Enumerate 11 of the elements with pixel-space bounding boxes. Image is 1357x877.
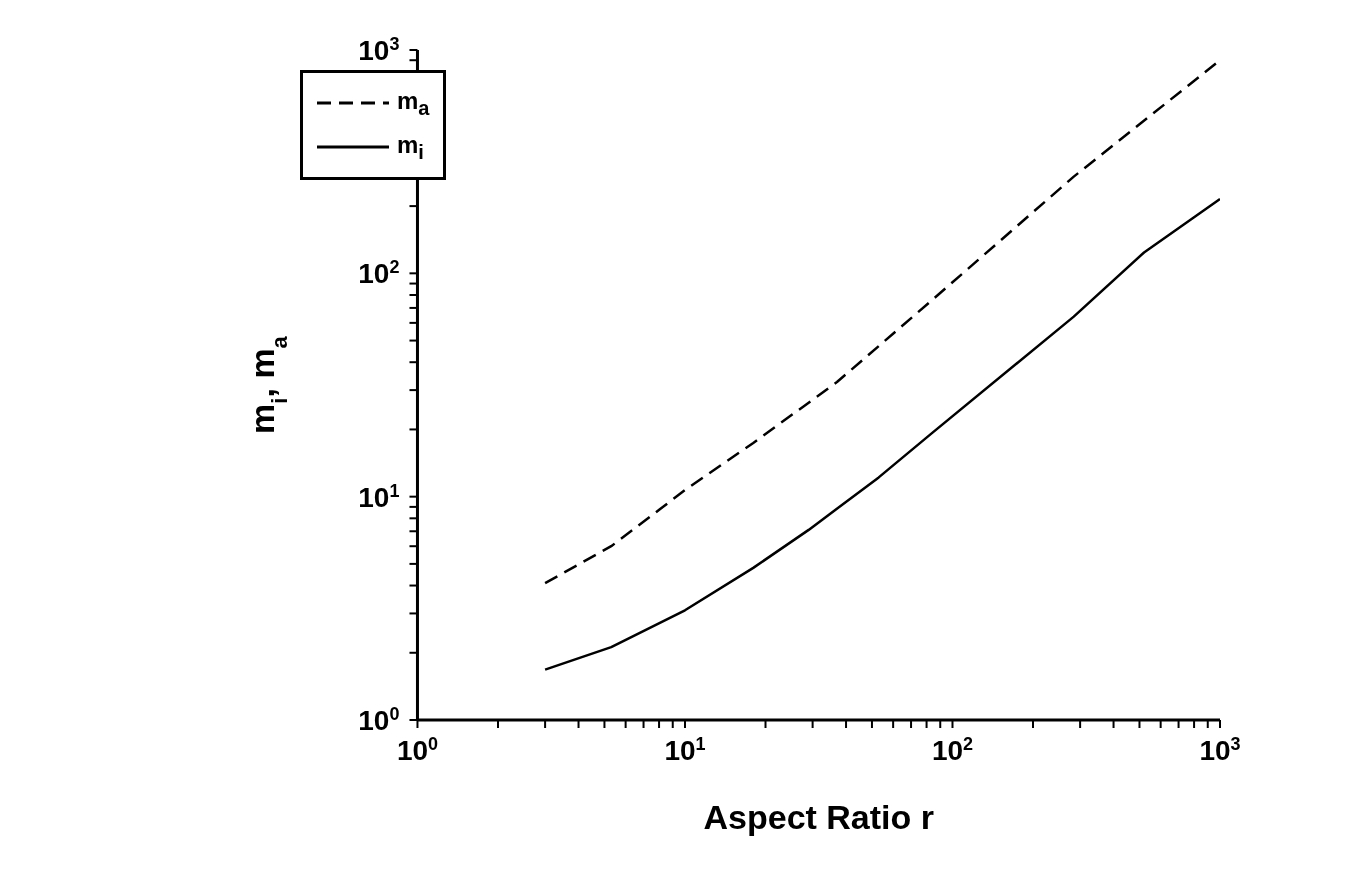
x-tick-label: 10$^{1}$ xyxy=(664,734,706,766)
y-tick-label: 10$^{2}$ xyxy=(358,257,400,290)
x-tick-label: 10$^{3}$ xyxy=(1199,734,1241,766)
x-tick-label: 10$^{2}$ xyxy=(931,734,974,766)
legend-label: m$_{a}$ xyxy=(397,86,430,120)
legend-label: m$_{i}$ xyxy=(397,130,424,164)
y-tick-label: 10$^{3}$ xyxy=(358,34,400,66)
x-axis-title: Aspect Ratio r xyxy=(703,798,934,836)
y-tick-label: 10$^{1}$ xyxy=(358,480,400,513)
y-tick-label: 10$^{0}$ xyxy=(358,704,400,736)
x-tick-label: 10$^{0}$ xyxy=(396,734,439,766)
